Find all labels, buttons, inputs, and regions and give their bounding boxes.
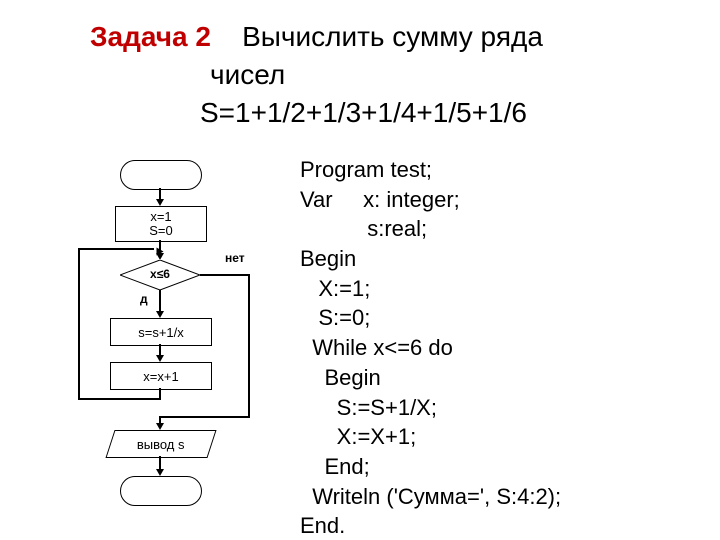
node-body1: s=s+1/x <box>110 318 212 346</box>
node-output: вывод s <box>105 430 216 458</box>
code-line: Writeln ('Сумма=', S:4:2); <box>300 484 561 509</box>
code-line: Program test; <box>300 157 432 182</box>
node-body2-label: x=x+1 <box>143 369 178 384</box>
arrow-head-icon <box>157 248 164 256</box>
edge <box>78 248 80 400</box>
code-line: s:real; <box>300 216 427 241</box>
arrow-head-icon <box>156 423 164 430</box>
task-number: Задача 2 <box>90 21 211 52</box>
node-output-label: вывод s <box>137 437 185 452</box>
node-init: x=1 S=0 <box>115 206 207 242</box>
flowchart: x=1 S=0 x≤6 д нет s=s+1/x <box>60 160 300 530</box>
code-line: S:=S+1/X; <box>300 395 437 420</box>
node-end <box>120 476 202 506</box>
code-line: End. <box>300 513 345 538</box>
task-subtitle: чисел <box>210 56 680 94</box>
edge <box>78 248 154 250</box>
code-line: X:=X+1; <box>300 424 416 449</box>
node-init-line2: S=0 <box>149 224 173 238</box>
task-title: Вычислить сумму ряда <box>242 21 543 52</box>
edge <box>248 274 250 418</box>
code-block: Program test; Var x: integer; s:real; Be… <box>300 155 561 540</box>
code-line: X:=1; <box>300 276 370 301</box>
arrow-head-icon <box>156 469 164 476</box>
code-line: Begin <box>300 365 381 390</box>
node-start <box>120 160 202 190</box>
code-line: Var x: integer; <box>300 187 460 212</box>
arrow-head-icon <box>156 355 164 362</box>
arrow-head-icon <box>156 311 164 318</box>
node-body1-label: s=s+1/x <box>138 325 184 340</box>
node-init-line1: x=1 <box>150 210 171 224</box>
heading-block: Задача 2 Вычислить сумму ряда чисел S=1+… <box>90 18 680 131</box>
arrow-head-icon <box>156 199 164 206</box>
node-decision: x≤6 <box>120 260 200 290</box>
edge <box>78 398 161 400</box>
edge <box>159 290 161 312</box>
node-body2: x=x+1 <box>110 362 212 390</box>
label-yes: д <box>140 292 148 306</box>
code-line: While x<=6 do <box>300 335 453 360</box>
code-line: S:=0; <box>300 305 370 330</box>
page: Задача 2 Вычислить сумму ряда чисел S=1+… <box>0 0 720 540</box>
edge <box>161 416 250 418</box>
edge <box>159 456 161 470</box>
task-formula: S=1+1/2+1/3+1/4+1/5+1/6 <box>200 94 680 132</box>
code-line: End; <box>300 454 370 479</box>
label-no: нет <box>225 252 245 264</box>
code-line: Begin <box>300 246 356 271</box>
node-decision-label: x≤6 <box>120 267 200 281</box>
edge <box>200 274 250 276</box>
